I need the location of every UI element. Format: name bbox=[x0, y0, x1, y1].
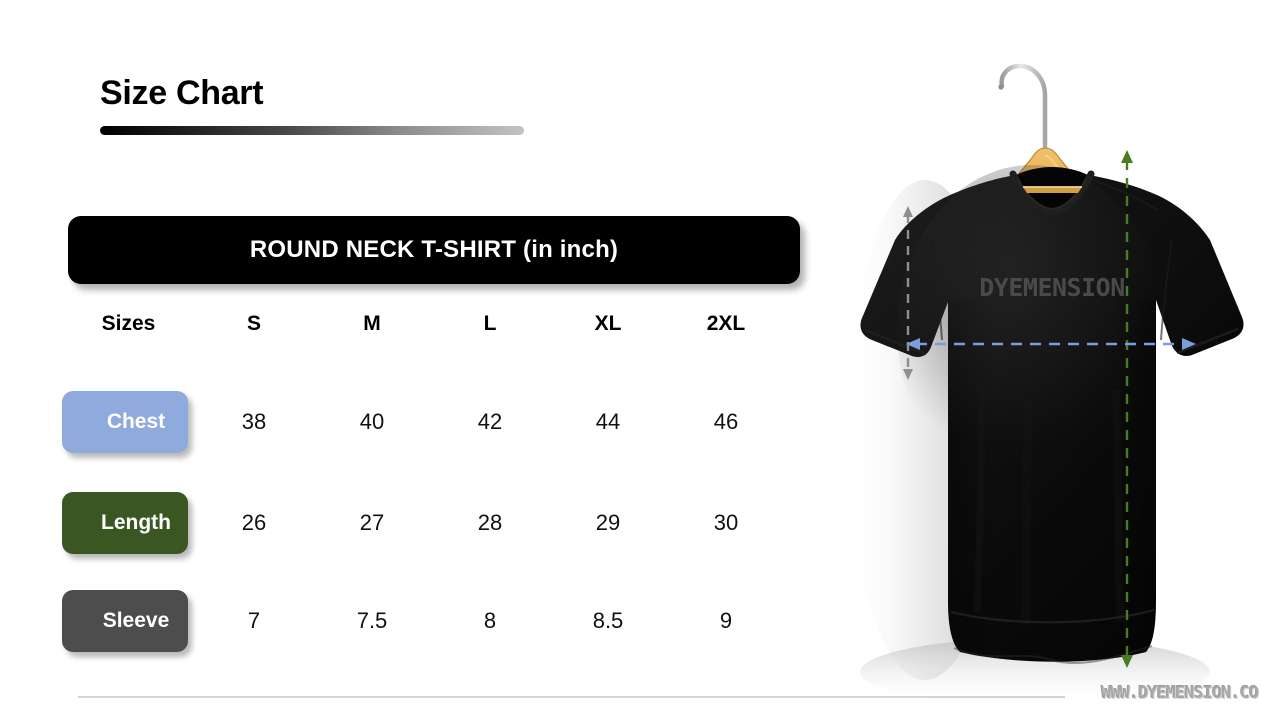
cell-chest-l: 42 bbox=[477, 409, 503, 434]
size-chart-table: ROUND NECK T-SHIRT (in inch) Sizes S M L… bbox=[62, 216, 802, 652]
tshirt-product-photo: DYEMENSION bbox=[820, 0, 1280, 720]
footer-website-url: WWW.DYEMENSION.CO bbox=[1101, 683, 1259, 703]
length-measure-line bbox=[1121, 150, 1133, 668]
hanger-hook-icon bbox=[999, 63, 1048, 153]
cell-chest-s: 38 bbox=[241, 409, 267, 434]
cell-sleeve-s: 7 bbox=[247, 608, 261, 633]
tshirt-garment bbox=[860, 165, 1244, 664]
title-underline-bar bbox=[100, 126, 524, 135]
sleeve-measure-line bbox=[903, 206, 913, 380]
header-cell-s: S bbox=[246, 312, 261, 335]
header-cell-sizes: Sizes bbox=[101, 312, 156, 335]
cell-sleeve-l: 8 bbox=[483, 608, 497, 633]
table-header-row: Sizes S M L XL 2XL bbox=[62, 306, 802, 342]
tshirt-brand-print: DYEMENSION bbox=[979, 273, 1125, 302]
cell-length-m: 27 bbox=[359, 510, 385, 535]
page-title: Size Chart bbox=[100, 74, 264, 112]
cell-length-l: 28 bbox=[477, 510, 503, 535]
header-cell-m: M bbox=[363, 312, 381, 335]
row-badge-chest: Chest bbox=[62, 391, 188, 453]
row-badge-length: Length bbox=[62, 492, 188, 554]
cell-length-xl: 29 bbox=[595, 510, 621, 535]
footer-divider bbox=[78, 696, 1065, 698]
cell-chest-2xl: 46 bbox=[713, 409, 739, 434]
table-banner-label: ROUND NECK T-SHIRT (in inch) bbox=[249, 236, 619, 263]
cell-chest-m: 40 bbox=[359, 409, 385, 434]
table-banner: ROUND NECK T-SHIRT (in inch) bbox=[68, 216, 800, 284]
table-row-length: Length 26 27 28 29 30 bbox=[62, 492, 802, 554]
table-row-chest: Chest 38 40 42 44 46 bbox=[62, 391, 802, 453]
table-row-sleeve: Sleeve 7 7.5 8 8.5 9 bbox=[62, 590, 802, 652]
cell-sleeve-m: 7.5 bbox=[356, 608, 388, 633]
row-badge-sleeve: Sleeve bbox=[62, 590, 188, 652]
header-cell-l: L bbox=[483, 312, 497, 335]
hanger-hook-tip-icon bbox=[998, 84, 1004, 90]
cell-chest-xl: 44 bbox=[595, 409, 621, 434]
header-cell-2xl: 2XL bbox=[706, 312, 746, 335]
chest-measure-line bbox=[906, 338, 1196, 350]
cell-sleeve-xl: 8.5 bbox=[592, 608, 624, 633]
header-cell-xl: XL bbox=[594, 312, 622, 335]
cell-length-2xl: 30 bbox=[713, 510, 739, 535]
cell-length-s: 26 bbox=[241, 510, 267, 535]
cell-sleeve-2xl: 9 bbox=[719, 608, 733, 633]
